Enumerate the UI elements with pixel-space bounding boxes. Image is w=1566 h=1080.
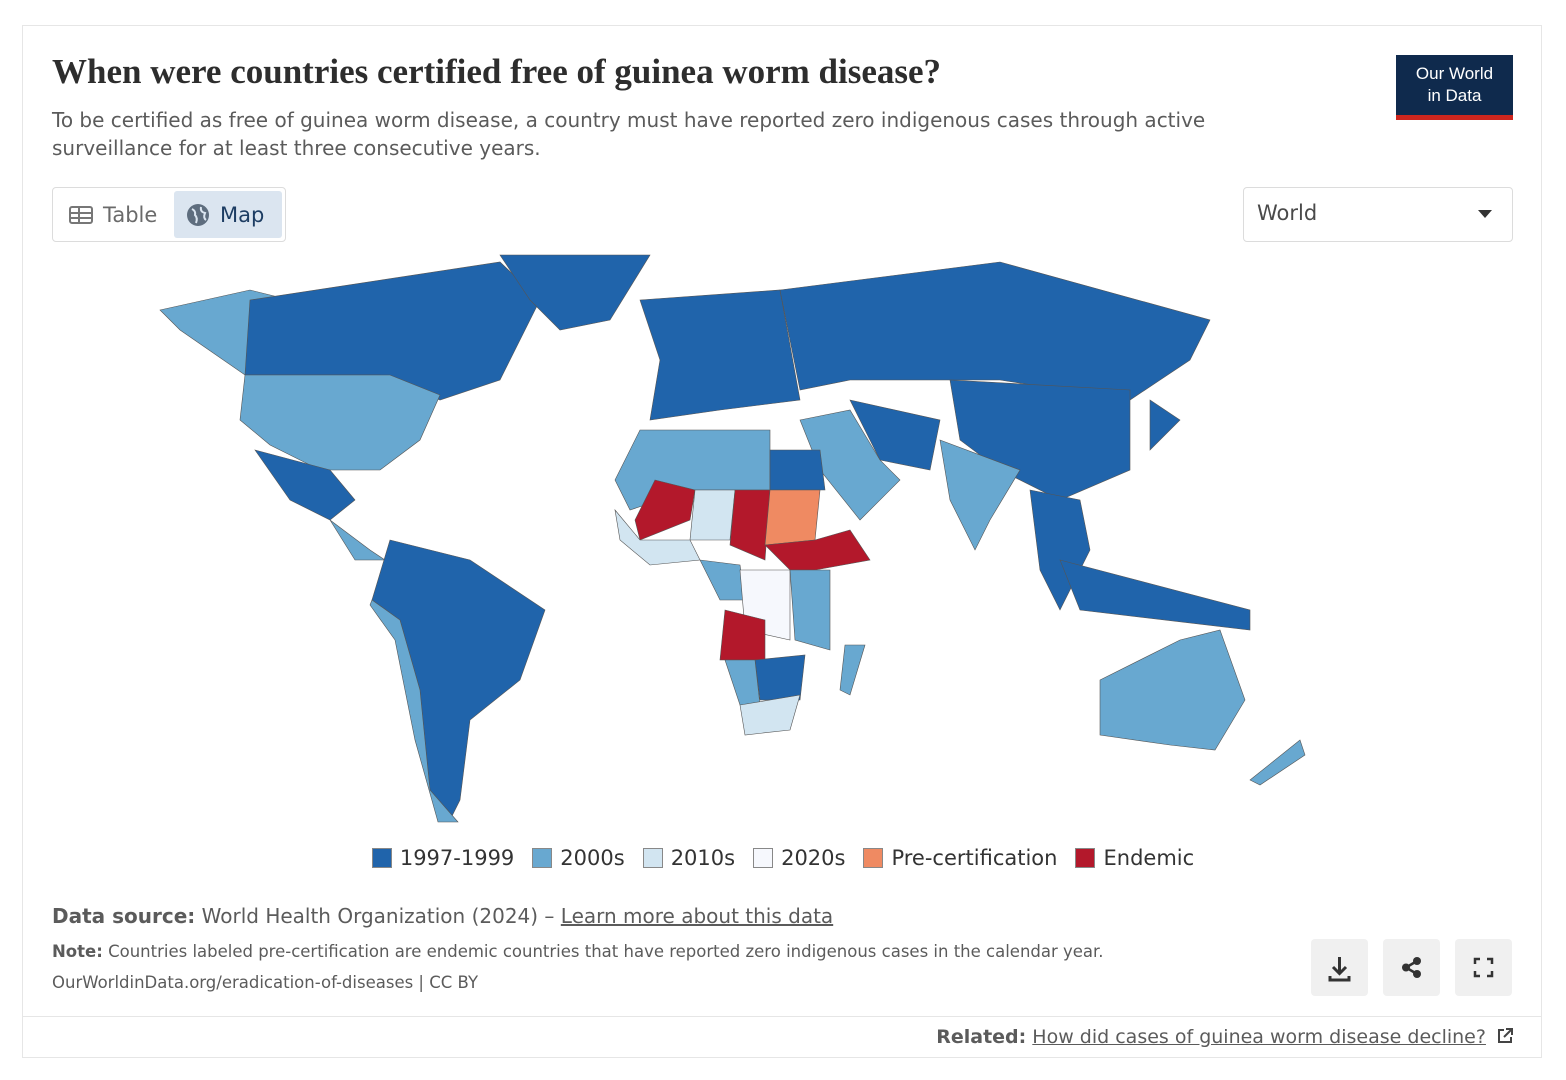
- country-region[interactable]: [789, 569, 831, 651]
- external-icon: [1498, 1028, 1513, 1043]
- tab-label: Map: [220, 202, 265, 227]
- title: When were countries certified free of gu…: [52, 52, 942, 91]
- country-region[interactable]: [1249, 739, 1306, 786]
- source: Data source: World Health Organization (…: [52, 904, 833, 928]
- country-region[interactable]: [729, 489, 771, 561]
- tab-active[interactable]: Map: [174, 191, 282, 238]
- country-region[interactable]: [699, 559, 746, 601]
- country-region[interactable]: [689, 489, 736, 541]
- country-region[interactable]: [839, 644, 866, 696]
- tab-bar: Table Map: [52, 187, 286, 242]
- table-icon: [69, 205, 93, 224]
- legend-item[interactable]: Endemic: [1075, 846, 1194, 870]
- country-region[interactable]: [769, 449, 826, 491]
- country-region[interactable]: [739, 694, 801, 736]
- share-button[interactable]: [1383, 939, 1440, 996]
- legend-swatch: [371, 848, 392, 868]
- country-region[interactable]: [239, 374, 441, 471]
- download-button[interactable]: [1311, 939, 1368, 996]
- legend-item[interactable]: 1997-1999: [371, 846, 515, 870]
- selector-label: World: [1257, 201, 1318, 225]
- card: [22, 25, 1542, 1058]
- legend-swatch: [642, 848, 663, 868]
- source-label: Data source:: [52, 904, 196, 928]
- country-region[interactable]: [754, 654, 806, 701]
- source-link[interactable]: Learn more about this data: [560, 904, 834, 928]
- country-region[interactable]: [1149, 399, 1181, 451]
- country-region[interactable]: [369, 599, 459, 823]
- country-region[interactable]: [499, 254, 651, 331]
- legend-swatch: [1075, 848, 1096, 868]
- country-region[interactable]: [764, 489, 821, 546]
- subtitle: To be certified as free of guinea worm d…: [52, 108, 1206, 160]
- legend-item[interactable]: 2000s: [532, 846, 625, 870]
- source-text: World Health Organization (2024) –: [201, 904, 555, 928]
- country-region[interactable]: [849, 399, 941, 471]
- regions: [159, 254, 1306, 823]
- legend-swatch: [532, 848, 553, 868]
- related: Related: How did cases of guinea worm di…: [936, 1026, 1514, 1048]
- tab[interactable]: Table: [57, 191, 173, 238]
- country-region[interactable]: [939, 439, 1021, 551]
- legend-label: 1997-1999: [399, 846, 515, 870]
- legend-item[interactable]: Pre-certification: [863, 846, 1057, 870]
- logo[interactable]: Our World in Data: [1396, 55, 1513, 120]
- country-region[interactable]: [724, 659, 761, 706]
- legend-label: 2010s: [670, 846, 736, 870]
- note-label: Note:: [52, 942, 103, 961]
- entity-selector[interactable]: World: [1243, 187, 1513, 242]
- caret: [1478, 210, 1492, 218]
- logo-line: in Data: [1427, 86, 1482, 105]
- legend-swatch: [753, 848, 774, 868]
- related-link[interactable]: How did cases of guinea worm disease dec…: [1032, 1026, 1486, 1048]
- related-label: Related:: [936, 1026, 1027, 1048]
- country-region[interactable]: [1059, 559, 1251, 631]
- fullscreen-button[interactable]: [1455, 939, 1512, 996]
- download-icon: [1328, 957, 1351, 982]
- country-region[interactable]: [1099, 629, 1246, 751]
- share-icon: [1402, 957, 1421, 978]
- legend-label: Pre-certification: [891, 846, 1058, 870]
- legend: 1997-1999 2000s 2010s 2020s Pre-certificatio…: [0, 846, 1566, 870]
- note: Note: Countries labeled pre-certificatio…: [52, 942, 1104, 961]
- tab-label: Table: [103, 202, 158, 227]
- country-region[interactable]: [639, 289, 801, 421]
- legend-label: Endemic: [1103, 846, 1195, 870]
- globe-icon: [187, 203, 209, 226]
- note-text: Countries labeled pre-certification are …: [108, 942, 1104, 961]
- country-region[interactable]: [254, 449, 356, 521]
- country-region[interactable]: [634, 479, 696, 541]
- legend-item[interactable]: 2010s: [642, 846, 736, 870]
- country-region[interactable]: [779, 261, 1211, 401]
- legend-swatch: [863, 848, 884, 868]
- fullscreen-icon: [1473, 957, 1494, 978]
- legend-label: 2000s: [560, 846, 625, 870]
- divider: [23, 1016, 1541, 1017]
- legend-item[interactable]: 2020s: [753, 846, 845, 870]
- legend-label: 2020s: [781, 846, 846, 870]
- country-region[interactable]: [329, 519, 386, 561]
- logo-line: Our World: [1415, 64, 1494, 83]
- url: OurWorldinData.org/eradication-of-diseas…: [52, 973, 479, 992]
- country-region[interactable]: [371, 539, 546, 821]
